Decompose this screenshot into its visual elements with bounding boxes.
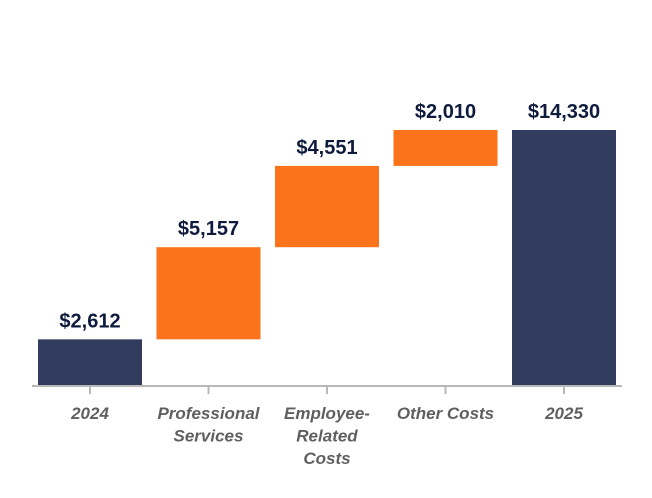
bar-0 — [38, 339, 142, 386]
x-tick-label-line: Employee- — [284, 404, 370, 423]
x-tick-label-4: 2025 — [544, 404, 583, 423]
x-axis-labels: 2024 Professional Services Employee- Related… — [70, 404, 583, 468]
x-tick-label-line: 2025 — [544, 404, 583, 423]
x-tick-label-line: Costs — [303, 449, 350, 468]
bars-group — [38, 130, 616, 386]
x-tick-label-2: Employee- Related Costs — [284, 404, 370, 468]
data-label-0: $2,612 — [59, 310, 120, 332]
bar-4 — [512, 130, 616, 386]
data-label-4: $14,330 — [528, 101, 600, 123]
data-label-2: $4,551 — [296, 137, 357, 159]
x-tick-label-line: Professional — [157, 404, 260, 423]
data-labels: $2,612 $5,157 $4,551 $2,010 $14,330 — [59, 101, 600, 332]
x-tick-label-1: Professional Services — [157, 404, 260, 446]
x-tick-label-3: Other Costs — [397, 404, 494, 423]
bar-2 — [275, 165, 379, 248]
x-tick-label-line: Other Costs — [397, 404, 494, 423]
x-axis-ticks — [89, 386, 565, 394]
x-tick-label-line: 2024 — [70, 404, 109, 423]
bar-1 — [156, 247, 261, 340]
data-label-1: $5,157 — [178, 218, 239, 240]
x-tick-label-line: Related — [296, 427, 358, 446]
x-tick-label-0: 2024 — [70, 404, 109, 423]
data-label-3: $2,010 — [415, 101, 476, 123]
x-tick-label-line: Services — [174, 427, 244, 446]
bar-3 — [393, 130, 498, 166]
